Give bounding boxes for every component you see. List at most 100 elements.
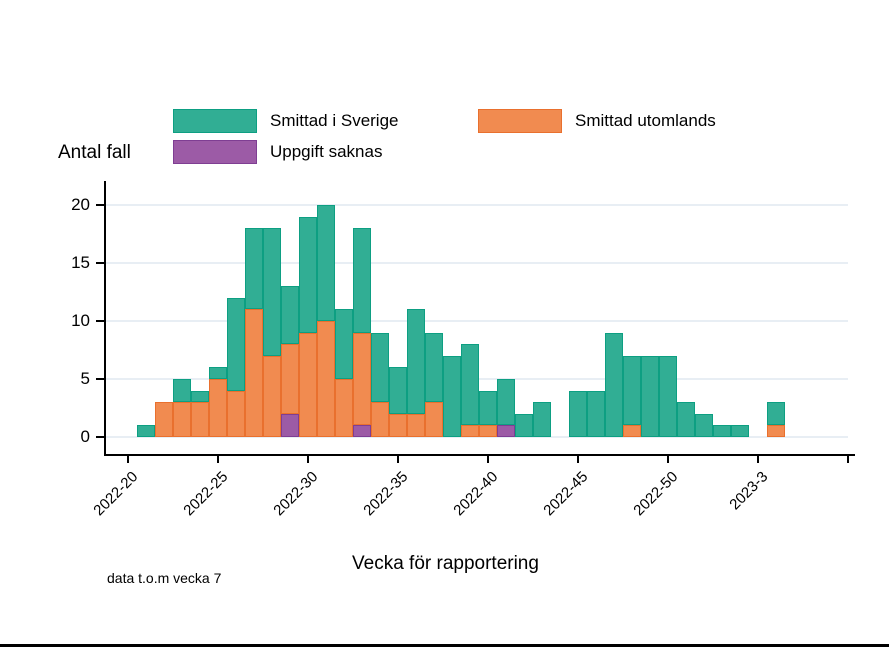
bar-segment <box>299 332 318 437</box>
x-tick <box>757 455 760 463</box>
x-tick <box>217 455 220 463</box>
bar-segment <box>389 367 408 414</box>
bar-segment <box>371 332 390 403</box>
bar-segment <box>209 367 228 379</box>
bar-segment <box>137 425 156 437</box>
bar-segment <box>569 390 588 437</box>
y-tick <box>96 262 104 264</box>
bar-segment <box>515 413 534 437</box>
legend-swatch-smittad-utomlands <box>478 109 562 133</box>
bar-segment <box>299 216 318 333</box>
bar-segment <box>767 402 786 426</box>
x-tick <box>127 455 130 463</box>
bar-segment <box>713 425 732 437</box>
bar-segment <box>245 228 264 310</box>
y-tick <box>96 436 104 438</box>
bar-segment <box>425 402 444 437</box>
x-tick <box>487 455 490 463</box>
bar-segment <box>461 344 480 426</box>
x-tick <box>397 455 400 463</box>
bar-segment <box>407 309 426 414</box>
gridline-y-20 <box>104 204 848 206</box>
bar-segment <box>695 413 714 437</box>
y-tick-label: 5 <box>80 369 90 388</box>
bar-segment <box>767 425 786 437</box>
bar-segment <box>731 425 750 437</box>
x-axis-line <box>104 454 855 456</box>
bar-segment <box>191 402 210 437</box>
x-tick <box>307 455 310 463</box>
bottom-rule <box>0 644 889 647</box>
bar-segment <box>173 379 192 403</box>
bar-segment <box>587 390 606 437</box>
x-tick-label: 2022-30 <box>270 468 322 520</box>
bar-segment <box>155 402 174 437</box>
bar-segment <box>227 390 246 437</box>
legend-label-smittad-i-sverige: Smittad i Sverige <box>270 111 399 130</box>
bar-segment <box>407 413 426 437</box>
y-tick <box>96 204 104 206</box>
bar-segment <box>623 355 642 426</box>
bar-segment <box>281 413 300 437</box>
bar-segment <box>371 402 390 437</box>
x-tick-label: 2022-35 <box>360 468 412 520</box>
bar-segment <box>497 425 516 437</box>
bar-segment <box>461 425 480 437</box>
bar-segment <box>335 379 354 437</box>
legend-swatch-uppgift-saknas <box>173 140 257 164</box>
bar-segment <box>263 355 282 437</box>
y-tick-label: 15 <box>71 253 90 272</box>
bar-segment <box>623 425 642 437</box>
bar-segment <box>641 355 660 437</box>
bar-segment <box>353 425 372 437</box>
bar-segment <box>209 379 228 437</box>
x-tick-label: 2022-50 <box>630 468 682 520</box>
bar-segment <box>443 355 462 437</box>
x-tick-label: 2022-45 <box>540 468 592 520</box>
x-tick <box>667 455 670 463</box>
x-tick-label: 2023-3 <box>726 468 772 514</box>
x-tick <box>847 455 850 463</box>
bar-segment <box>425 332 444 403</box>
x-tick-label: 2022-40 <box>450 468 502 520</box>
gridline-y-0 <box>104 436 848 438</box>
chart-title: Antal fall <box>58 142 131 163</box>
x-tick-label: 2022-20 <box>90 468 142 520</box>
legend-label-smittad-utomlands: Smittad utomlands <box>575 111 716 130</box>
bar-segment <box>677 402 696 437</box>
y-tick-label: 20 <box>71 195 90 214</box>
bar-segment <box>317 321 336 437</box>
y-tick-label: 10 <box>71 311 90 330</box>
bar-segment <box>263 228 282 356</box>
bar-segment <box>389 413 408 437</box>
bar-segment <box>281 344 300 414</box>
bar-segment <box>497 379 516 426</box>
y-axis-line <box>104 181 106 455</box>
x-tick <box>577 455 580 463</box>
bar-segment <box>353 332 372 426</box>
bar-segment <box>533 402 552 437</box>
legend-swatch-smittad-i-sverige <box>173 109 257 133</box>
bar-segment <box>245 309 264 437</box>
bar-segment <box>353 228 372 333</box>
bar-segment <box>281 286 300 345</box>
y-tick <box>96 378 104 380</box>
bar-segment <box>605 332 624 437</box>
bar-segment <box>479 390 498 426</box>
y-tick-label: 0 <box>80 427 90 446</box>
footnote: data t.o.m vecka 7 <box>107 570 222 586</box>
gridline-y-15 <box>104 262 848 264</box>
bar-segment <box>479 425 498 437</box>
x-axis-title: Vecka för rapportering <box>352 553 539 574</box>
x-tick-label: 2022-25 <box>180 468 232 520</box>
bar-segment <box>173 402 192 437</box>
bar-segment <box>227 297 246 391</box>
bar-segment <box>335 309 354 379</box>
bar-segment <box>659 355 678 437</box>
legend-label-uppgift-saknas: Uppgift saknas <box>270 142 383 161</box>
bar-segment <box>191 390 210 403</box>
gridline-y-10 <box>104 320 848 322</box>
bar-segment <box>317 205 336 321</box>
